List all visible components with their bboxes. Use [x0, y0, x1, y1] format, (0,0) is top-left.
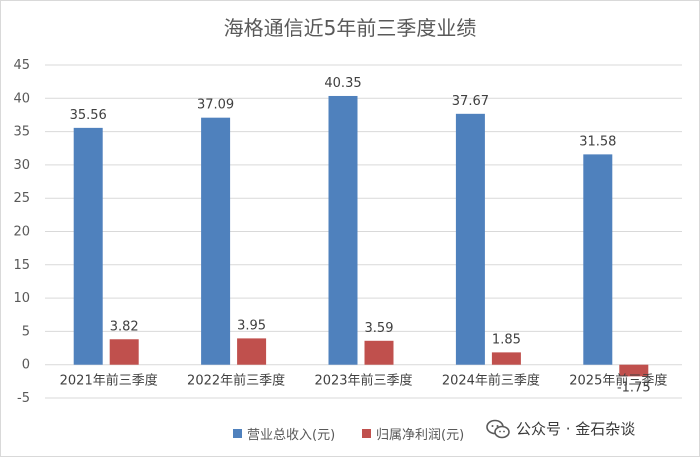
y-tick-label: 15	[13, 258, 30, 273]
data-label-profit: 1.85	[492, 332, 521, 347]
data-label-revenue: 40.35	[324, 76, 361, 91]
x-axis-categories: 2021年前三季度 2022年前三季度 2023年前三季度 2024年前三季度 2025…	[60, 373, 668, 389]
data-label-profit: 3.82	[110, 319, 139, 334]
bar-profit	[619, 364, 649, 377]
legend-item-revenue: 营业总收入(元)	[233, 424, 335, 443]
y-tick-label: 5	[22, 324, 30, 339]
y-tick-label: 40	[13, 91, 30, 106]
legend-item-profit: 归属净利润(元)	[362, 424, 464, 443]
data-label-revenue: 37.67	[452, 94, 489, 109]
bar-revenue	[201, 117, 231, 365]
x-category-label: 2024年前三季度	[442, 373, 540, 389]
y-tick-label: -5	[17, 391, 30, 406]
y-tick-label: 45	[13, 58, 30, 73]
bar-profit	[491, 352, 521, 365]
legend-swatch-revenue	[233, 429, 242, 438]
bar-profit	[364, 340, 394, 365]
data-label-profit: 3.95	[237, 318, 266, 333]
legend-label-profit: 归属净利润(元)	[376, 428, 465, 443]
x-category-label: 2022年前三季度	[187, 373, 285, 389]
watermark: 公众号 · 金石杂谈	[486, 418, 635, 439]
data-label-profit: -1.75	[617, 380, 651, 395]
data-label-revenue: 35.56	[70, 108, 107, 123]
x-category-label: 2023年前三季度	[314, 373, 412, 389]
bar-revenue	[328, 95, 358, 365]
data-labels: 35.56 3.82 37.09 3.95 40.35 3.59 37.67 1.85 31.5…	[70, 76, 651, 395]
bar-profit	[237, 338, 267, 365]
data-label-revenue: 37.09	[197, 98, 234, 113]
gridlines	[45, 64, 682, 399]
wechat-icon	[486, 419, 510, 438]
y-tick-label: 35	[13, 125, 30, 140]
bars	[73, 95, 649, 377]
bar-revenue	[455, 113, 485, 365]
x-category-label: 2025年前三季度	[569, 373, 667, 389]
bar-revenue	[583, 154, 613, 365]
y-axis-ticks: 45 40 35 30 25 20 15 10 5 0 -5	[13, 58, 30, 406]
y-tick-label: 25	[13, 191, 30, 206]
y-tick-label: 0	[22, 358, 30, 373]
data-label-revenue: 31.58	[579, 134, 616, 149]
y-tick-label: 10	[13, 291, 30, 306]
legend-label-revenue: 营业总收入(元)	[247, 428, 336, 443]
legend: 营业总收入(元) 归属净利润(元)	[0, 424, 700, 444]
data-label-profit: 3.59	[365, 321, 394, 336]
bar-revenue	[73, 127, 103, 365]
x-category-label: 2021年前三季度	[60, 373, 158, 389]
y-tick-label: 20	[13, 225, 30, 240]
watermark-text: 公众号 · 金石杂谈	[516, 420, 636, 438]
bar-profit	[109, 339, 139, 365]
chart-title: 海格通信近5年前三季度业绩	[223, 16, 477, 40]
legend-swatch-profit	[362, 429, 371, 438]
y-tick-label: 30	[13, 158, 30, 173]
